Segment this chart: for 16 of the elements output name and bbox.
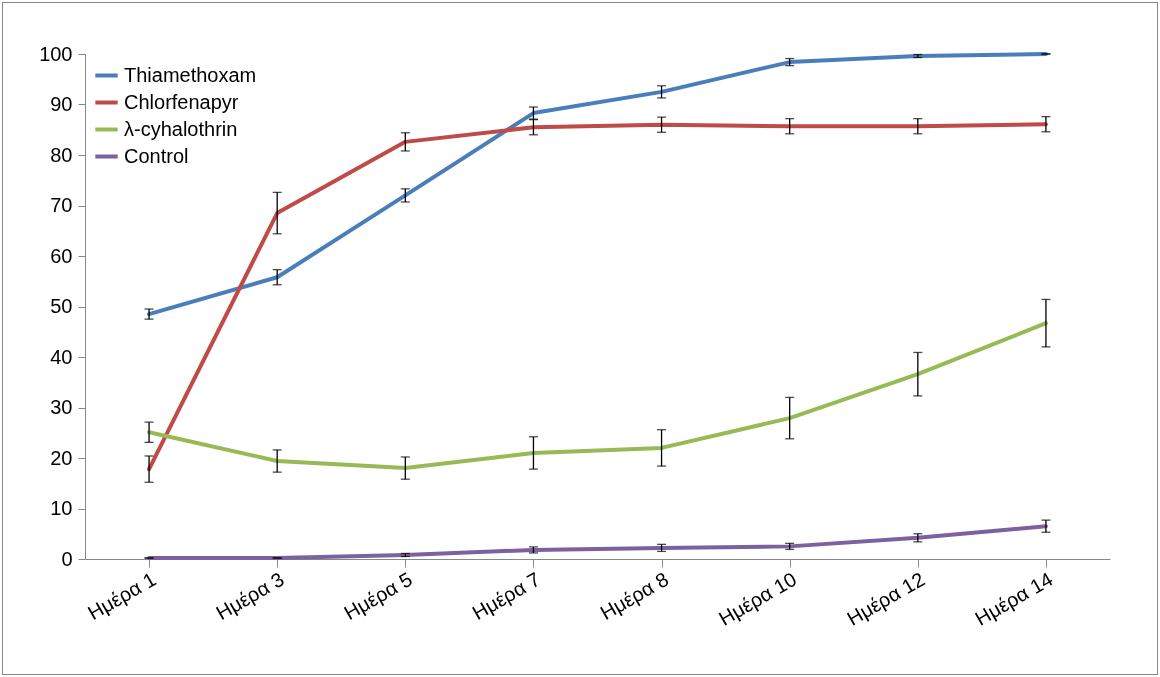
y-tick-label: 50 [50, 295, 73, 317]
y-tick-label: 90 [50, 93, 73, 115]
y-tick-label: 100 [39, 42, 73, 65]
y-tick-label: 20 [50, 446, 73, 469]
legend-label: Chlorfenapyr [124, 90, 239, 113]
line-series [147, 321, 1048, 471]
y-tick-label: 70 [50, 194, 73, 216]
y-tick-label: 10 [50, 497, 73, 519]
y-tick-label: 40 [50, 345, 73, 368]
legend-label: Control [124, 144, 189, 167]
legend-label: λ-cyhalothrin [124, 117, 238, 140]
y-tick-label: 80 [50, 143, 73, 166]
y-tick-label: 0 [61, 547, 73, 570]
legend-label: Thiamethoxam [124, 63, 257, 86]
y-tick-label: 60 [50, 244, 73, 267]
y-tick-label: 30 [50, 396, 73, 418]
